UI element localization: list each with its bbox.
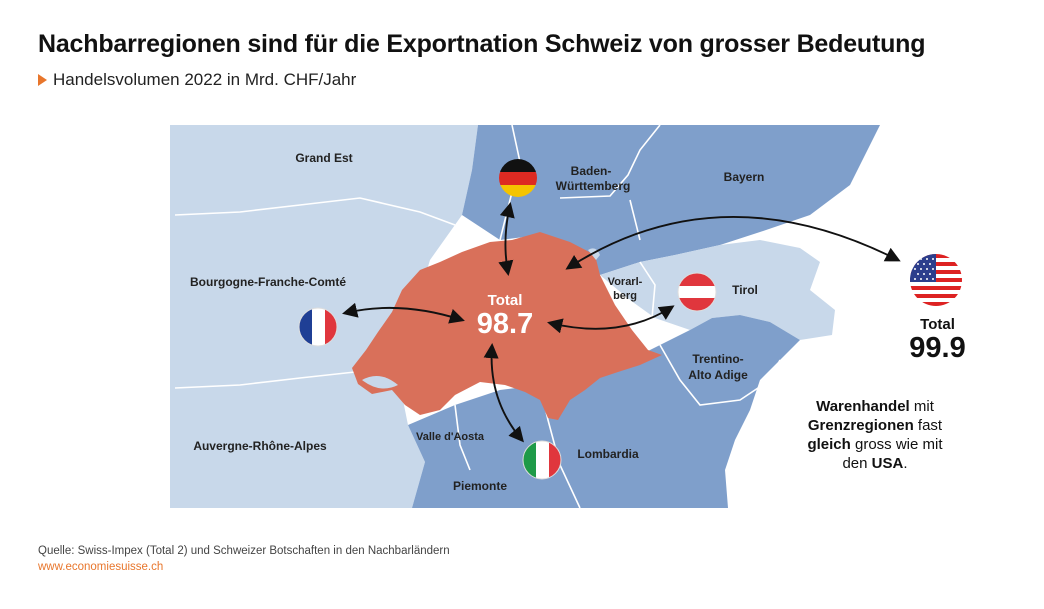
label-piemonte: Piemonte <box>453 479 507 493</box>
label-tirol: Tirol <box>732 283 758 297</box>
label-bourgogne: Bourgogne-Franche-Comté <box>190 275 346 289</box>
label-baden-2: Württemberg <box>556 179 631 193</box>
arrow-to-france <box>342 302 465 324</box>
label-lombardia: Lombardia <box>577 447 639 461</box>
arrow-to-italy <box>483 342 524 443</box>
region-italy <box>408 315 800 508</box>
label-trentino-1: Trentino- <box>692 352 743 366</box>
callout-text: Warenhandel mit Grenzregionen fast gleic… <box>790 397 960 473</box>
arrow-to-austria <box>547 305 675 334</box>
arrow-to-germany <box>498 202 515 276</box>
label-valle-daosta: Valle d'Aosta <box>416 431 485 443</box>
callout-l4c: . <box>903 455 908 472</box>
source-url[interactable]: www.economiesuisse.ch <box>38 561 164 573</box>
region-labels: Grand Est Bourgogne-Franche-Comté Auverg… <box>190 151 764 493</box>
callout-l2a: Grenzregionen <box>807 417 914 434</box>
page-title: Nachbarregionen sind für die Exportnatio… <box>38 30 926 58</box>
label-vorarlberg-2: berg <box>613 290 637 302</box>
austria-flag-icon <box>677 272 717 312</box>
label-trentino-2: Alto Adige <box>688 368 748 382</box>
subtitle: Handelsvolumen 2022 in Mrd. CHF/Jahr <box>38 70 356 90</box>
label-bayern: Bayern <box>724 170 765 184</box>
triangle-bullet-icon <box>38 74 47 86</box>
callout-l3a: gleich <box>807 436 851 453</box>
usa-total-value: 99.9 <box>909 332 966 364</box>
callout-l4b: USA <box>871 455 904 472</box>
callout-l2b: fast <box>913 417 943 434</box>
ch-total-label: Total <box>488 292 523 309</box>
arrow-to-usa <box>565 216 901 270</box>
label-grand-est: Grand Est <box>295 151 352 165</box>
france-flag-icon <box>298 307 338 347</box>
label-baden-1: Baden- <box>571 164 612 178</box>
usa-flag-icon <box>910 254 962 306</box>
region-switzerland <box>352 232 662 420</box>
callout-l1b: mit <box>909 398 934 415</box>
germany-flag-icon <box>499 159 537 197</box>
callout-l4a: den <box>842 455 872 472</box>
ch-total-value: 98.7 <box>477 308 533 340</box>
region-germany <box>462 125 880 275</box>
subtitle-text: Handelsvolumen 2022 in Mrd. CHF/Jahr <box>53 70 357 89</box>
trade-arrows <box>342 202 901 443</box>
italy-flag-icon <box>522 440 562 480</box>
label-auvergne: Auvergne-Rhône-Alpes <box>193 439 327 453</box>
label-vorarlberg-1: Vorarl- <box>608 276 643 288</box>
usa-total-label: Total <box>920 316 955 333</box>
callout-l3b: gross wie mit <box>850 436 943 453</box>
source-note: Quelle: Swiss-Impex (Total 2) und Schwei… <box>38 545 450 557</box>
callout-l1a: Warenhandel <box>816 398 910 415</box>
